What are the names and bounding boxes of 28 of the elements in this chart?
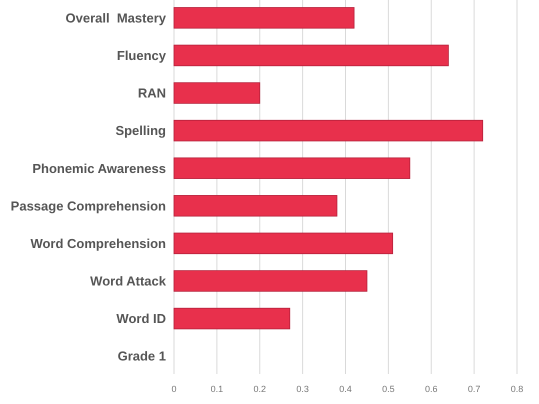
y-tick-label: RAN (138, 86, 166, 101)
bar (174, 308, 290, 330)
x-tick-label: 0.2 (253, 384, 266, 394)
y-tick-label: Word Attack (90, 274, 167, 289)
x-tick-label: 0.4 (339, 384, 352, 394)
x-tick-label: 0.1 (210, 384, 224, 394)
x-tick-label: 0.5 (382, 384, 395, 394)
bar (174, 195, 338, 217)
bar (174, 120, 484, 142)
y-tick-label: Word ID (116, 311, 166, 326)
bar (174, 7, 354, 29)
x-tick-label: 0.7 (468, 384, 480, 394)
y-tick-label: Word Comprehension (30, 236, 166, 251)
x-tick-label: 0.8 (510, 384, 524, 394)
bar (174, 157, 410, 179)
x-tick-label: 0.6 (424, 384, 438, 394)
bar (174, 44, 449, 66)
y-tick-label: Spelling (115, 123, 166, 138)
y-tick-label: Phonemic Awareness (32, 160, 166, 176)
bar (174, 82, 260, 104)
bar (174, 270, 368, 292)
y-tick-label: Passage Comprehension (10, 198, 166, 214)
bar (174, 232, 394, 254)
y-tick-label: Overall Mastery (66, 10, 167, 26)
y-tick-label: Fluency (116, 48, 167, 63)
x-tick-label: 0 (171, 384, 177, 394)
y-tick-label: Grade 1 (118, 348, 166, 364)
x-tick-label: 0.3 (296, 384, 309, 394)
